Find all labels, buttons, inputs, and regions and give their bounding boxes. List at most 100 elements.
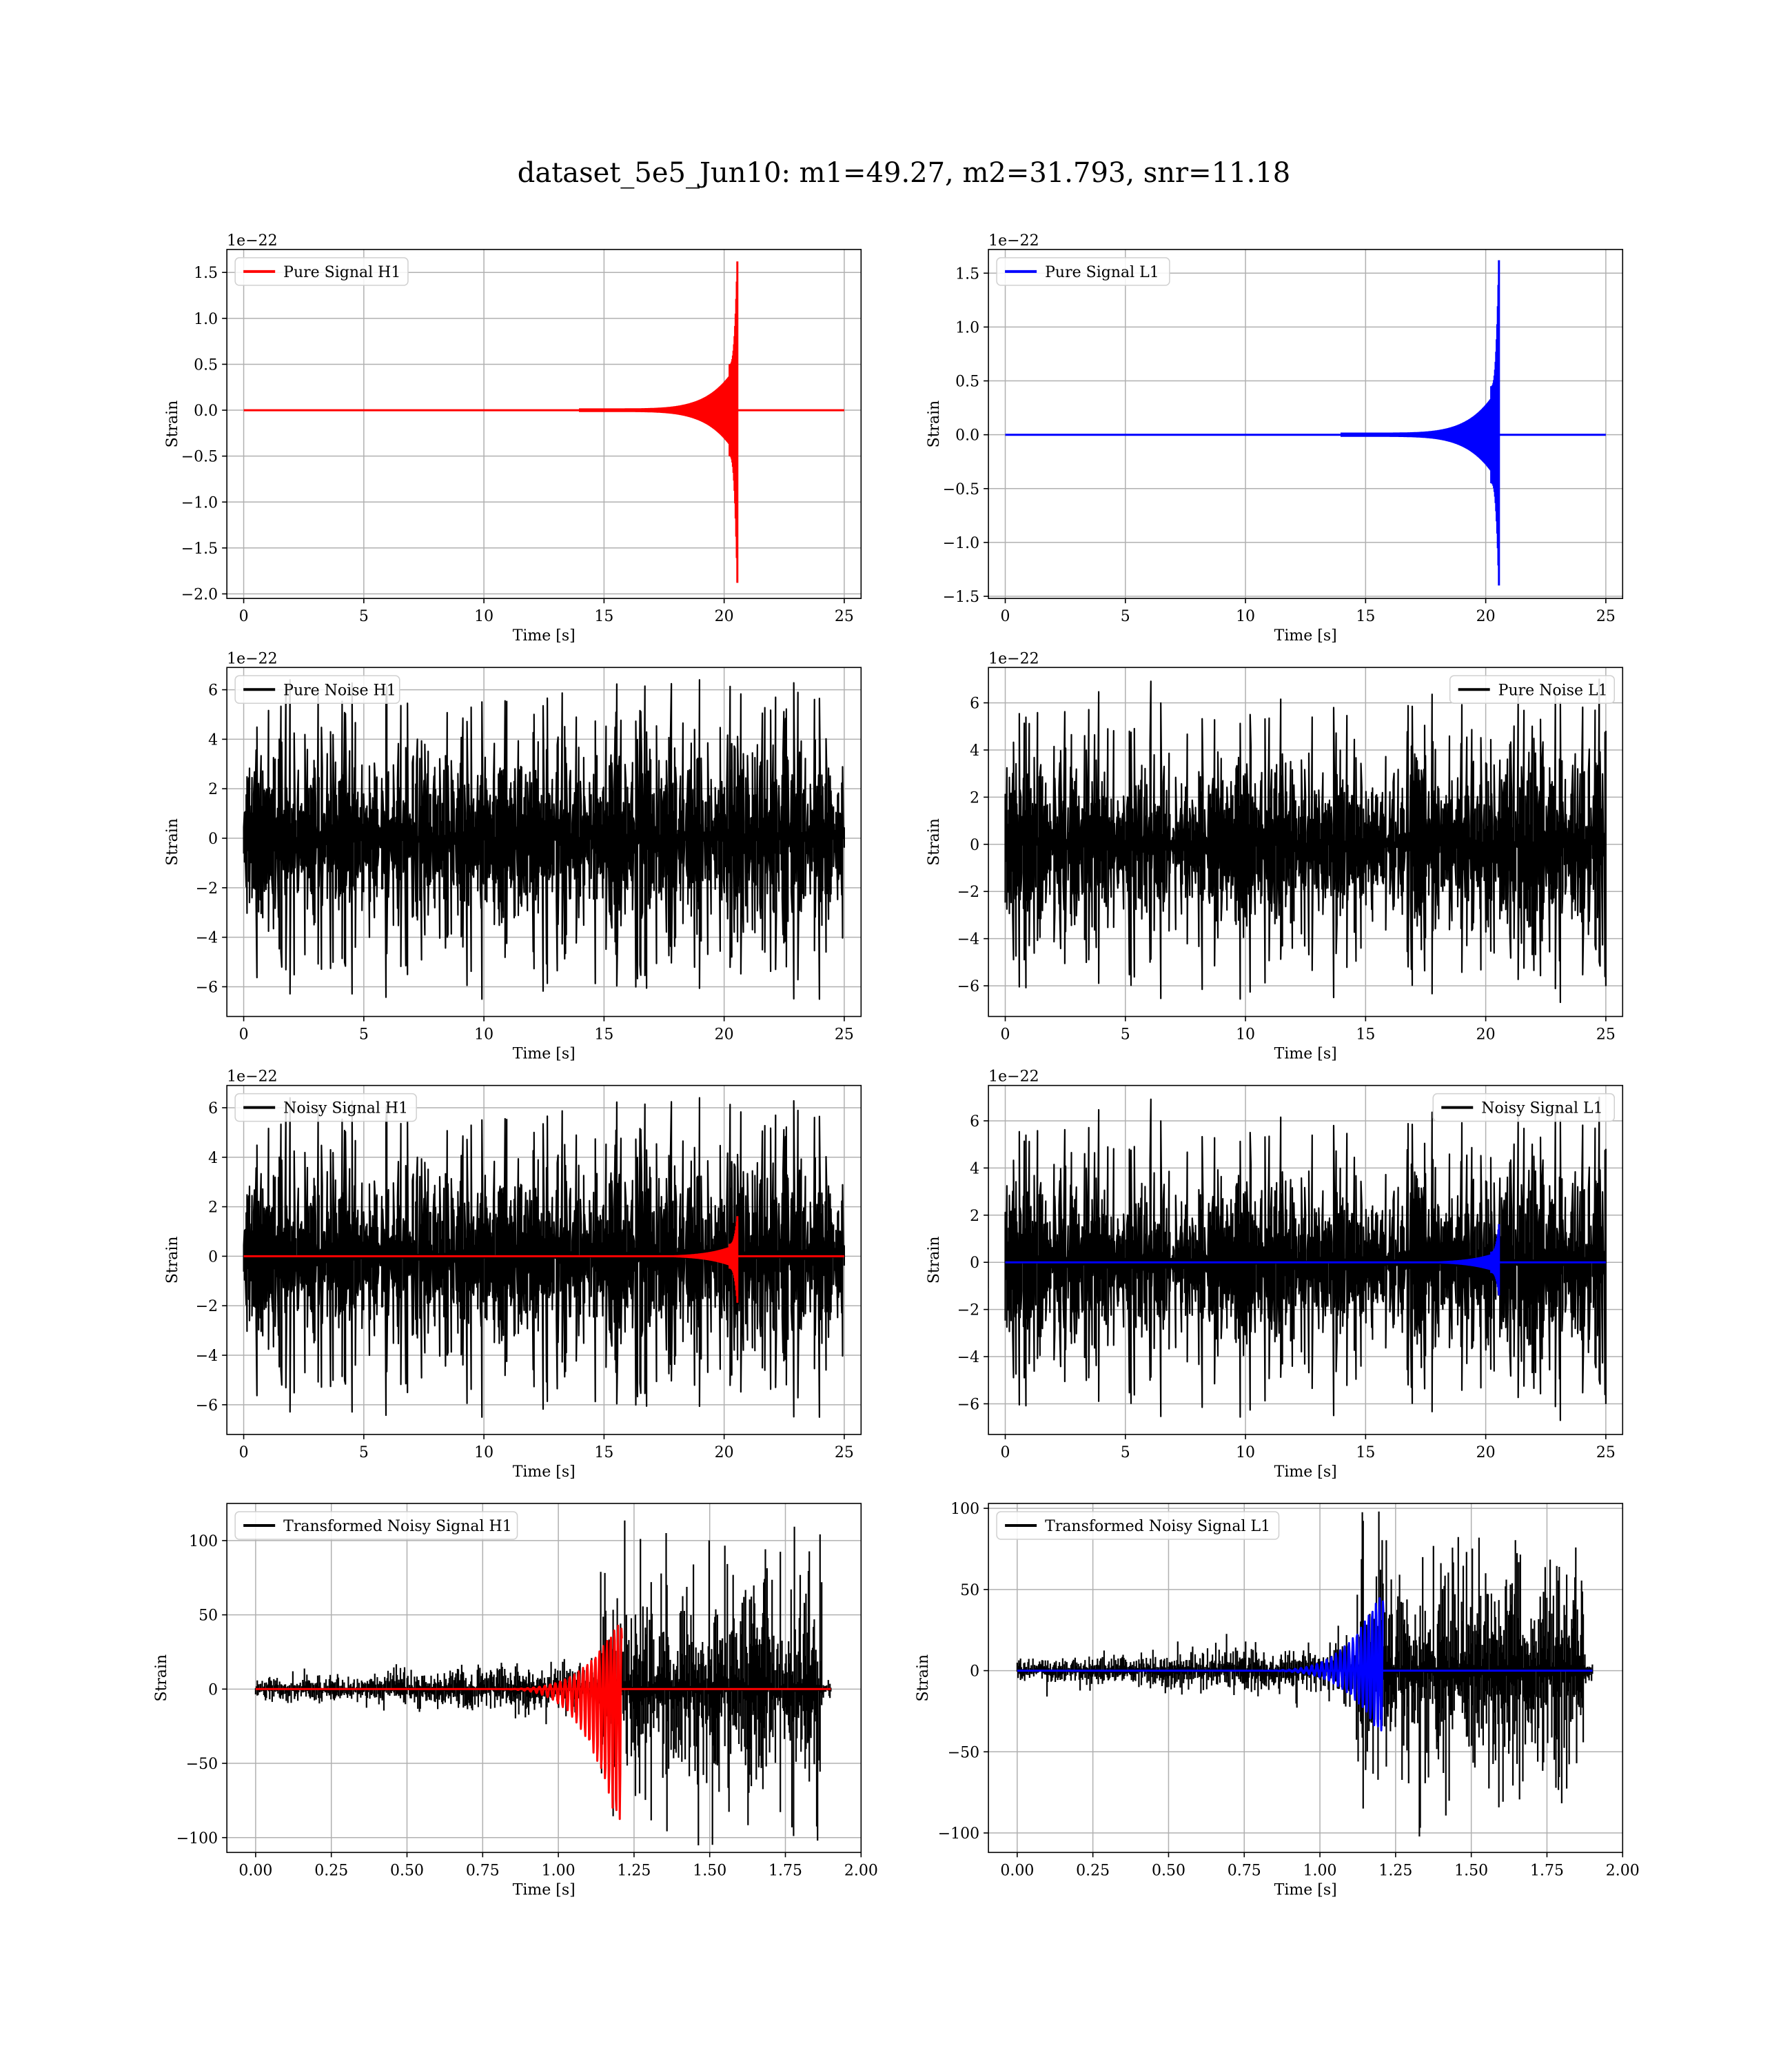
series-noisy-signal-l1-overlay xyxy=(1005,1224,1606,1296)
y-axis-label: Strain xyxy=(926,818,943,866)
y-tick-label: 0 xyxy=(970,837,979,854)
y-tick-label: 0.0 xyxy=(955,427,979,445)
y-tick-label: −2 xyxy=(957,1302,979,1319)
y-axis-label: Strain xyxy=(915,1654,932,1702)
axes-frame xyxy=(988,667,1624,1017)
legend-box xyxy=(234,1093,417,1122)
x-axis-label: Time [s] xyxy=(513,1881,576,1898)
x-tick-label: 0 xyxy=(1001,1026,1010,1044)
y-tick-label: 4 xyxy=(208,731,218,749)
axes-frame xyxy=(988,249,1624,599)
x-tick-label: 20 xyxy=(1476,608,1496,625)
y-scale-label: 1e−22 xyxy=(988,1068,1039,1086)
y-scale-label: 1e−22 xyxy=(988,232,1039,250)
y-axis-label: Strain xyxy=(164,818,181,866)
y-tick-label: −6 xyxy=(957,1396,979,1413)
x-tick-label: 0 xyxy=(239,1444,249,1461)
x-tick-label: 20 xyxy=(715,1444,734,1461)
y-tick-label: −6 xyxy=(196,1397,218,1415)
x-tick-label: 10 xyxy=(474,1444,493,1461)
y-scale-label: 1e−22 xyxy=(227,650,277,667)
chart-pure-noise-l1: 0 5 10 15 20 25 −6 −4 −2 0 2 4 6 Time [s] Strain 1e−22 P… xyxy=(926,650,1624,1063)
y-tick-label: −0.5 xyxy=(943,481,979,498)
legend-label: Pure Signal H1 xyxy=(283,264,400,281)
plot-area xyxy=(1004,678,1607,1004)
y-tick-label: 6 xyxy=(970,696,979,713)
series-noisy-signal-l1 xyxy=(1004,1096,1607,1421)
series-transformed-noisy-signal-l1-overlay xyxy=(1017,1597,1593,1732)
x-tick-label: 25 xyxy=(835,608,854,625)
legend-label: Noisy Signal L1 xyxy=(1481,1100,1602,1117)
chart-transformed-noisy-signal-h1: 0.00 0.25 0.50 0.75 1.00 1.25 1.50 1.75 2.00 −100… xyxy=(153,1503,878,1898)
y-tick-label: 100 xyxy=(189,1533,218,1550)
y-tick-label: 2 xyxy=(208,1199,218,1217)
x-tick-label: 5 xyxy=(1121,608,1130,625)
series-pure-noise-h1 xyxy=(243,679,845,1000)
x-tick-label: 0.75 xyxy=(1228,1862,1261,1879)
y-tick-label: −1.5 xyxy=(943,589,979,606)
x-axis-label: Time [s] xyxy=(1274,1463,1337,1481)
plot-area xyxy=(254,1520,832,1845)
x-axis-label: Time [s] xyxy=(1274,1046,1337,1063)
y-axis-label: Strain xyxy=(153,1654,170,1702)
chart-noisy-signal-l1: 0 5 10 15 20 25 −6 −4 −2 0 2 4 6 Time [s] Strain 1e−22 N… xyxy=(926,1068,1624,1481)
y-axis-label: Strain xyxy=(926,401,943,448)
y-tick-label: −1.0 xyxy=(181,494,218,511)
x-tick-label: 0.00 xyxy=(1000,1862,1034,1879)
y-tick-label: 0.5 xyxy=(194,356,218,374)
y-tick-label: −4 xyxy=(196,930,218,947)
x-tick-label: 0.00 xyxy=(238,1862,272,1879)
x-tick-label: 0.50 xyxy=(1152,1862,1185,1879)
x-tick-label: 0.25 xyxy=(1076,1862,1110,1879)
y-tick-label: 2 xyxy=(970,789,979,807)
legend-label: Transformed Noisy Signal L1 xyxy=(1045,1518,1270,1535)
y-tick-label: 1.0 xyxy=(955,319,979,336)
axes-frame xyxy=(226,249,862,599)
x-tick-label: 10 xyxy=(474,608,493,625)
x-tick-label: 1.25 xyxy=(617,1862,651,1879)
y-tick-label: 6 xyxy=(208,1100,218,1117)
y-tick-label: 0 xyxy=(208,1248,218,1266)
y-tick-label: −100 xyxy=(938,1825,979,1843)
legend-label: Transformed Noisy Signal H1 xyxy=(283,1518,512,1535)
y-tick-label: 50 xyxy=(960,1582,979,1599)
y-tick-label: 4 xyxy=(970,742,979,760)
x-axis-label: Time [s] xyxy=(513,1463,576,1481)
y-scale-label: 1e−22 xyxy=(227,1068,277,1086)
chart-transformed-noisy-signal-l1: 0.00 0.25 0.50 0.75 1.00 1.25 1.50 1.75 2.00 −100… xyxy=(915,1501,1640,1898)
legend-label: Pure Noise H1 xyxy=(283,682,396,699)
x-tick-label: 15 xyxy=(594,1444,613,1461)
legend-label: Noisy Signal H1 xyxy=(283,1100,408,1117)
y-tick-label: 0.5 xyxy=(955,374,979,391)
plot-area xyxy=(1005,260,1606,586)
plot-area xyxy=(243,679,845,1000)
x-tick-label: 10 xyxy=(1236,608,1255,625)
y-tick-label: −50 xyxy=(186,1756,218,1773)
y-tick-label: −4 xyxy=(196,1348,218,1365)
x-tick-label: 0 xyxy=(1001,608,1010,625)
y-tick-label: −6 xyxy=(196,979,218,996)
y-tick-label: −100 xyxy=(176,1830,218,1847)
axes-frame xyxy=(226,1084,862,1435)
x-tick-label: 10 xyxy=(1236,1026,1255,1044)
y-tick-label: 2 xyxy=(970,1208,979,1225)
y-tick-label: −4 xyxy=(957,1349,979,1366)
chart-pure-signal-h1: 0 5 10 15 20 25 −2.0 −1.5 −1.0 −0.5 0.0 0.5 1.0 1.5 Ti… xyxy=(164,232,862,645)
x-tick-label: 10 xyxy=(474,1026,493,1044)
x-tick-label: 1.00 xyxy=(542,1862,576,1879)
x-tick-label: 25 xyxy=(1596,608,1616,625)
x-tick-label: 15 xyxy=(594,1026,613,1044)
y-tick-label: 100 xyxy=(950,1501,979,1518)
y-tick-label: −2 xyxy=(196,880,218,898)
x-tick-label: 1.75 xyxy=(768,1862,802,1879)
legend-label: Pure Noise L1 xyxy=(1498,682,1608,699)
series-noisy-signal-h1 xyxy=(243,1097,845,1418)
x-tick-label: 15 xyxy=(1356,1026,1375,1044)
axes-frame xyxy=(988,1503,1624,1854)
y-tick-label: 4 xyxy=(970,1160,979,1177)
plot-area xyxy=(243,261,844,583)
x-tick-label: 25 xyxy=(1596,1026,1616,1044)
chart-pure-noise-h1: 0 5 10 15 20 25 −6 −4 −2 0 2 4 6 Time [s] Strain 1e−22 P… xyxy=(164,650,862,1063)
legend-box xyxy=(996,257,1170,286)
